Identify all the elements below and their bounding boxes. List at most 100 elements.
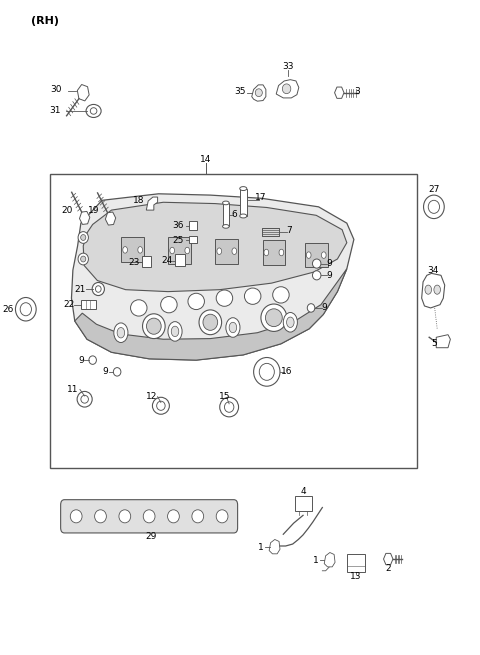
Ellipse shape bbox=[153, 398, 169, 414]
Ellipse shape bbox=[199, 310, 222, 335]
Polygon shape bbox=[269, 540, 280, 554]
Circle shape bbox=[138, 247, 143, 253]
Text: 21: 21 bbox=[74, 284, 85, 293]
Polygon shape bbox=[436, 335, 450, 348]
Circle shape bbox=[306, 252, 311, 258]
Ellipse shape bbox=[161, 297, 177, 313]
Text: 9: 9 bbox=[321, 303, 327, 312]
Text: 24: 24 bbox=[161, 257, 173, 265]
Text: 30: 30 bbox=[50, 85, 62, 94]
Ellipse shape bbox=[143, 510, 155, 523]
Polygon shape bbox=[80, 212, 90, 225]
Text: 9: 9 bbox=[326, 271, 332, 280]
Bar bbox=[295, 496, 312, 512]
Ellipse shape bbox=[223, 225, 229, 228]
Polygon shape bbox=[77, 84, 89, 101]
Text: 12: 12 bbox=[146, 392, 157, 401]
Bar bbox=[50, 174, 418, 468]
Ellipse shape bbox=[81, 396, 88, 403]
Circle shape bbox=[283, 312, 298, 332]
Ellipse shape bbox=[143, 314, 165, 339]
Ellipse shape bbox=[312, 259, 321, 268]
Text: 9: 9 bbox=[103, 367, 108, 377]
Polygon shape bbox=[421, 273, 445, 308]
Bar bbox=[263, 240, 285, 265]
Ellipse shape bbox=[119, 510, 131, 523]
Circle shape bbox=[171, 326, 179, 337]
Text: 31: 31 bbox=[49, 107, 61, 115]
Polygon shape bbox=[146, 197, 157, 210]
Ellipse shape bbox=[216, 510, 228, 523]
Ellipse shape bbox=[220, 398, 239, 417]
Text: 17: 17 bbox=[254, 193, 266, 202]
Ellipse shape bbox=[96, 286, 101, 292]
Text: 27: 27 bbox=[428, 185, 440, 194]
Circle shape bbox=[185, 248, 190, 253]
FancyBboxPatch shape bbox=[60, 500, 238, 533]
Bar bbox=[262, 228, 278, 236]
Ellipse shape bbox=[86, 104, 101, 117]
Bar bbox=[347, 554, 365, 572]
Text: 6: 6 bbox=[231, 210, 237, 219]
Bar bbox=[175, 253, 185, 265]
Text: 35: 35 bbox=[235, 87, 246, 96]
Text: 7: 7 bbox=[286, 227, 292, 235]
Text: 16: 16 bbox=[281, 367, 292, 377]
Ellipse shape bbox=[273, 287, 289, 303]
Polygon shape bbox=[83, 202, 347, 291]
Text: 19: 19 bbox=[88, 206, 99, 215]
Text: 1: 1 bbox=[313, 556, 319, 565]
Ellipse shape bbox=[95, 510, 107, 523]
Polygon shape bbox=[384, 553, 393, 565]
Text: 11: 11 bbox=[67, 385, 78, 394]
Circle shape bbox=[322, 252, 326, 258]
Ellipse shape bbox=[90, 107, 97, 114]
Ellipse shape bbox=[15, 297, 36, 321]
Text: 2: 2 bbox=[385, 565, 391, 573]
Ellipse shape bbox=[216, 290, 233, 307]
Ellipse shape bbox=[307, 304, 315, 312]
Ellipse shape bbox=[261, 304, 287, 331]
Bar bbox=[223, 203, 229, 227]
Polygon shape bbox=[75, 269, 347, 360]
Ellipse shape bbox=[225, 402, 234, 412]
Ellipse shape bbox=[78, 253, 88, 265]
Ellipse shape bbox=[81, 234, 86, 240]
Text: 22: 22 bbox=[63, 300, 75, 309]
Text: 23: 23 bbox=[128, 258, 140, 267]
Circle shape bbox=[287, 317, 294, 328]
Text: 14: 14 bbox=[200, 155, 211, 164]
Text: 1: 1 bbox=[258, 544, 264, 552]
Polygon shape bbox=[276, 80, 299, 98]
Bar bbox=[189, 221, 197, 231]
Bar bbox=[305, 243, 327, 267]
Circle shape bbox=[425, 285, 432, 294]
Bar bbox=[240, 189, 247, 216]
Ellipse shape bbox=[312, 271, 321, 280]
Ellipse shape bbox=[113, 367, 121, 376]
Ellipse shape bbox=[156, 402, 165, 410]
Text: 20: 20 bbox=[61, 206, 73, 215]
Polygon shape bbox=[335, 87, 344, 98]
Ellipse shape bbox=[168, 510, 180, 523]
Circle shape bbox=[123, 247, 128, 253]
Bar bbox=[121, 238, 144, 262]
Text: 9: 9 bbox=[78, 356, 84, 365]
Text: 9: 9 bbox=[326, 259, 332, 268]
Text: 25: 25 bbox=[173, 236, 184, 244]
Ellipse shape bbox=[203, 314, 217, 330]
Bar bbox=[142, 256, 152, 267]
Ellipse shape bbox=[223, 201, 229, 205]
Ellipse shape bbox=[77, 392, 92, 407]
Ellipse shape bbox=[89, 356, 96, 364]
Ellipse shape bbox=[423, 195, 444, 219]
Ellipse shape bbox=[70, 510, 82, 523]
Circle shape bbox=[117, 328, 125, 338]
Circle shape bbox=[229, 322, 237, 333]
Text: 13: 13 bbox=[350, 572, 361, 581]
Text: 5: 5 bbox=[431, 339, 437, 348]
Ellipse shape bbox=[265, 309, 282, 327]
Text: 18: 18 bbox=[133, 196, 144, 206]
Ellipse shape bbox=[253, 358, 280, 386]
Text: 3: 3 bbox=[354, 87, 360, 96]
